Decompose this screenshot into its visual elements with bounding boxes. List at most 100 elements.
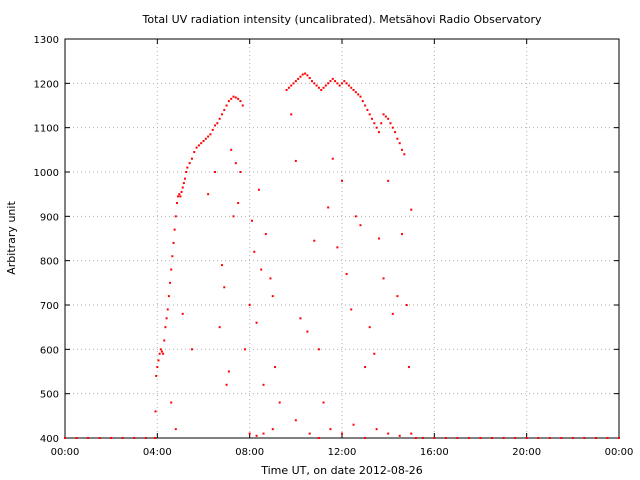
data-point	[195, 146, 198, 149]
data-point	[387, 117, 390, 120]
data-point	[322, 401, 325, 404]
data-point	[264, 233, 267, 236]
data-point	[398, 142, 401, 145]
data-point	[359, 95, 362, 98]
data-point	[341, 432, 343, 435]
data-point	[232, 95, 235, 98]
data-point	[173, 228, 176, 231]
data-point	[218, 117, 221, 120]
data-point	[410, 432, 413, 435]
data-point	[230, 97, 233, 100]
data-point	[255, 434, 258, 437]
data-point	[154, 410, 157, 413]
data-point	[121, 437, 124, 439]
data-point	[177, 195, 180, 198]
data-points	[64, 72, 620, 439]
data-point	[401, 233, 404, 236]
x-tick-label: 12:00	[328, 447, 357, 458]
data-point	[377, 237, 380, 240]
data-point	[214, 171, 217, 173]
data-point	[257, 188, 260, 191]
data-point	[178, 193, 181, 196]
data-point	[308, 77, 311, 80]
data-point	[338, 84, 341, 87]
data-point	[331, 77, 334, 80]
y-tick-label: 1000	[34, 168, 59, 179]
data-point	[237, 97, 240, 100]
data-point	[220, 264, 223, 267]
data-point	[407, 366, 410, 369]
data-point	[285, 88, 288, 91]
data-point	[398, 434, 401, 437]
data-point	[269, 277, 272, 280]
data-point	[75, 437, 78, 439]
data-point	[262, 383, 265, 386]
y-tick-label: 1100	[34, 124, 59, 135]
data-point	[193, 151, 196, 154]
grid-lines	[64, 38, 620, 439]
data-point	[294, 419, 297, 422]
data-point	[159, 348, 162, 351]
data-point	[255, 321, 258, 324]
data-point	[218, 326, 221, 329]
data-point	[234, 162, 237, 165]
data-point	[216, 122, 219, 125]
data-point	[315, 84, 318, 87]
y-tick-label: 700	[40, 301, 59, 312]
data-point	[322, 86, 325, 89]
data-point	[248, 432, 251, 435]
data-point	[167, 295, 170, 298]
data-point	[207, 135, 210, 138]
data-point	[244, 348, 247, 351]
y-tick-label: 900	[40, 212, 59, 223]
data-point	[184, 177, 187, 180]
axis-ticks	[64, 38, 620, 439]
data-point	[200, 142, 203, 145]
x-tick-label: 16:00	[420, 447, 449, 458]
y-axis-label: Arbitrary unit	[5, 201, 18, 275]
data-point	[329, 80, 332, 83]
data-point	[320, 88, 323, 91]
data-point	[387, 179, 390, 182]
data-point	[594, 437, 597, 439]
data-point	[396, 295, 399, 298]
data-point	[368, 326, 371, 329]
data-point	[310, 80, 313, 83]
data-point	[230, 148, 233, 151]
data-point	[444, 437, 447, 439]
data-point	[290, 113, 293, 116]
y-tick-labels: 400 500 600 700 800 900 1000 1100 1200 1300	[34, 35, 59, 445]
data-point	[334, 80, 337, 83]
data-point	[502, 437, 505, 439]
data-point	[313, 82, 316, 85]
plot-frame	[64, 38, 620, 439]
data-point	[384, 115, 387, 118]
data-point	[389, 122, 392, 125]
data-point	[382, 277, 385, 280]
data-point	[234, 96, 237, 99]
data-point	[317, 86, 320, 89]
data-point	[313, 239, 316, 242]
data-point	[294, 80, 297, 83]
data-point	[207, 193, 210, 196]
data-point	[433, 437, 436, 439]
data-point	[160, 350, 163, 353]
data-point	[352, 88, 355, 91]
data-point	[514, 437, 517, 439]
data-point	[227, 370, 230, 373]
data-point	[560, 437, 563, 439]
data-point	[306, 330, 309, 333]
data-point	[354, 215, 357, 218]
data-point	[290, 84, 293, 87]
data-point	[525, 437, 528, 439]
data-point	[341, 82, 343, 85]
data-point	[166, 308, 169, 311]
x-tick-label: 00:00	[605, 447, 634, 458]
data-point	[225, 383, 228, 386]
data-point	[260, 268, 263, 271]
data-point	[347, 84, 350, 87]
data-point	[157, 359, 160, 362]
data-point	[188, 162, 191, 165]
data-point	[175, 202, 178, 205]
data-point	[297, 77, 300, 80]
